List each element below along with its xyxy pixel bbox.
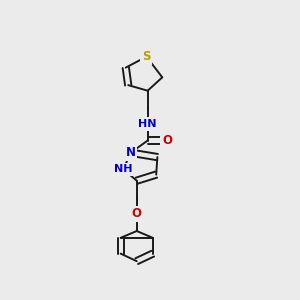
Text: NH: NH xyxy=(114,164,133,174)
Text: HN: HN xyxy=(138,119,157,129)
Text: S: S xyxy=(142,50,151,63)
Text: O: O xyxy=(132,208,142,220)
Text: N: N xyxy=(126,146,136,159)
Text: O: O xyxy=(162,134,172,147)
